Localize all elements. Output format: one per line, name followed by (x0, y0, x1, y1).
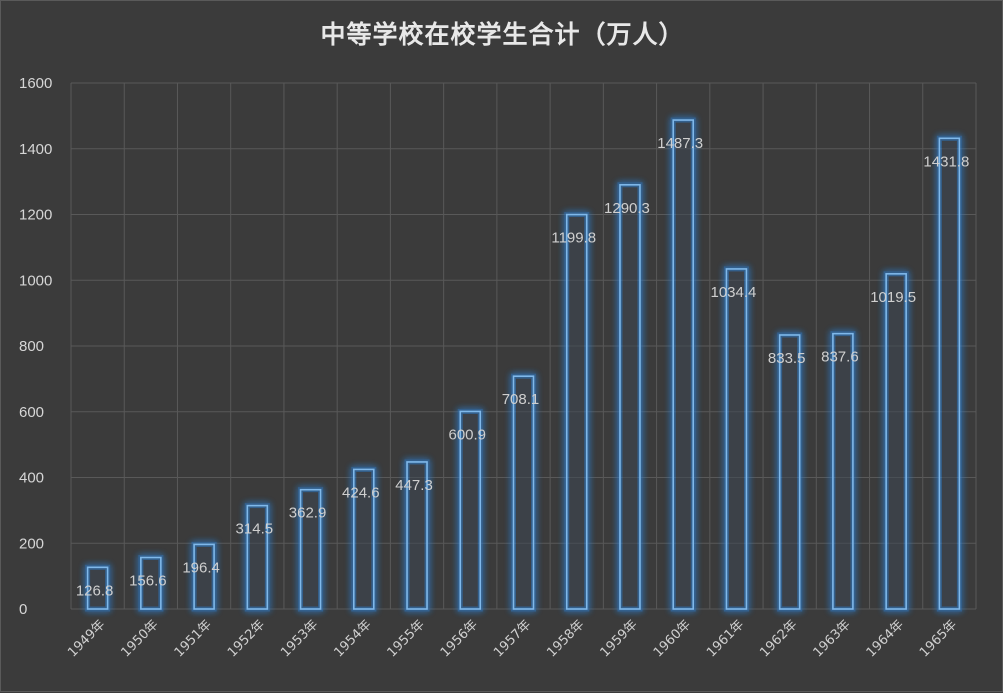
bar-glow (564, 212, 590, 612)
bar (193, 543, 215, 610)
data-label: 362.9 (289, 505, 327, 522)
data-label: 156.6 (129, 573, 167, 590)
data-label: 314.5 (236, 521, 274, 538)
y-tick-label: 200 (19, 535, 44, 552)
bar (406, 461, 428, 610)
data-label: 1034.4 (710, 284, 756, 301)
bar-glow (617, 182, 643, 612)
data-label: 1487.3 (657, 135, 703, 152)
bars (85, 117, 962, 612)
data-labels: 126.8 156.6 196.4 314.5 362.9 424.6 447.3 600.9… (76, 135, 969, 599)
x-tick-label: 1952年 (225, 617, 268, 660)
bar-glow (723, 266, 749, 612)
y-tick-label: 1400 (19, 141, 52, 158)
data-label: 447.3 (395, 477, 433, 494)
bar (512, 375, 535, 610)
data-label: 1199.8 (551, 230, 596, 247)
y-tick-label: 800 (19, 338, 44, 355)
x-tick-label: 1958年 (544, 617, 587, 660)
x-tick-label: 1951年 (172, 617, 215, 660)
bar (565, 213, 588, 610)
x-tick-label: 1957年 (491, 617, 534, 660)
bar (459, 410, 482, 610)
bar (672, 119, 695, 610)
y-tick-label: 600 (19, 404, 44, 421)
bar (778, 334, 801, 610)
data-label: 424.6 (342, 484, 380, 501)
x-tick-label: 1965年 (917, 617, 960, 660)
bar (619, 184, 641, 610)
data-label: 126.8 (76, 582, 114, 599)
x-tick-label: 1953年 (278, 617, 321, 660)
bar-glow (777, 332, 803, 612)
bar-glow (830, 331, 856, 612)
bar (938, 137, 961, 610)
bar (86, 566, 109, 610)
chart-title: 中等学校在校学生合计（万人） (320, 20, 685, 49)
data-label: 1019.5 (870, 289, 916, 306)
x-tick-label: 1956年 (438, 617, 481, 660)
bar (352, 468, 375, 610)
x-tick-label: 1955年 (385, 617, 428, 660)
x-tick-label: 1954年 (331, 617, 374, 660)
y-axis-ticks: 0 200 400 600 800 1000 1200 1400 1600 (19, 75, 52, 618)
data-label: 600.9 (448, 426, 486, 443)
bar (885, 273, 907, 610)
data-label: 196.4 (182, 559, 220, 576)
data-label: 837.6 (821, 349, 859, 366)
y-tick-label: 1000 (19, 272, 52, 289)
y-tick-label: 1600 (19, 75, 52, 92)
bar (725, 268, 748, 610)
x-tick-label: 1950年 (118, 617, 161, 660)
y-tick-label: 400 (19, 470, 44, 487)
bar (246, 504, 269, 610)
bar-glow (511, 373, 536, 612)
y-tick-label: 1200 (19, 207, 52, 224)
grid-lines (70, 82, 977, 610)
bar-glow (883, 271, 909, 612)
bar (299, 488, 322, 610)
x-tick-label: 1961年 (704, 617, 747, 660)
bar (140, 556, 162, 610)
data-label: 708.1 (502, 391, 540, 408)
x-tick-label: 1964年 (864, 617, 907, 660)
x-tick-label: 1962年 (757, 617, 800, 660)
x-tick-label: 1949年 (65, 617, 108, 660)
bar-glow (670, 117, 696, 612)
bar (832, 332, 854, 610)
y-tick-label: 0 (19, 601, 27, 618)
x-tick-label: 1959年 (598, 617, 641, 660)
data-label: 1431.8 (923, 153, 969, 170)
x-axis-ticks: 1949年 1950年 1951年 1952年 1953年 1954年 1955年 1956年… (65, 617, 960, 660)
bar-glow (936, 135, 962, 612)
data-label: 833.5 (768, 350, 806, 367)
x-tick-label: 1960年 (651, 617, 694, 660)
x-tick-label: 1963年 (811, 617, 854, 660)
bar-glow (191, 541, 217, 612)
data-label: 1290.3 (604, 200, 650, 217)
